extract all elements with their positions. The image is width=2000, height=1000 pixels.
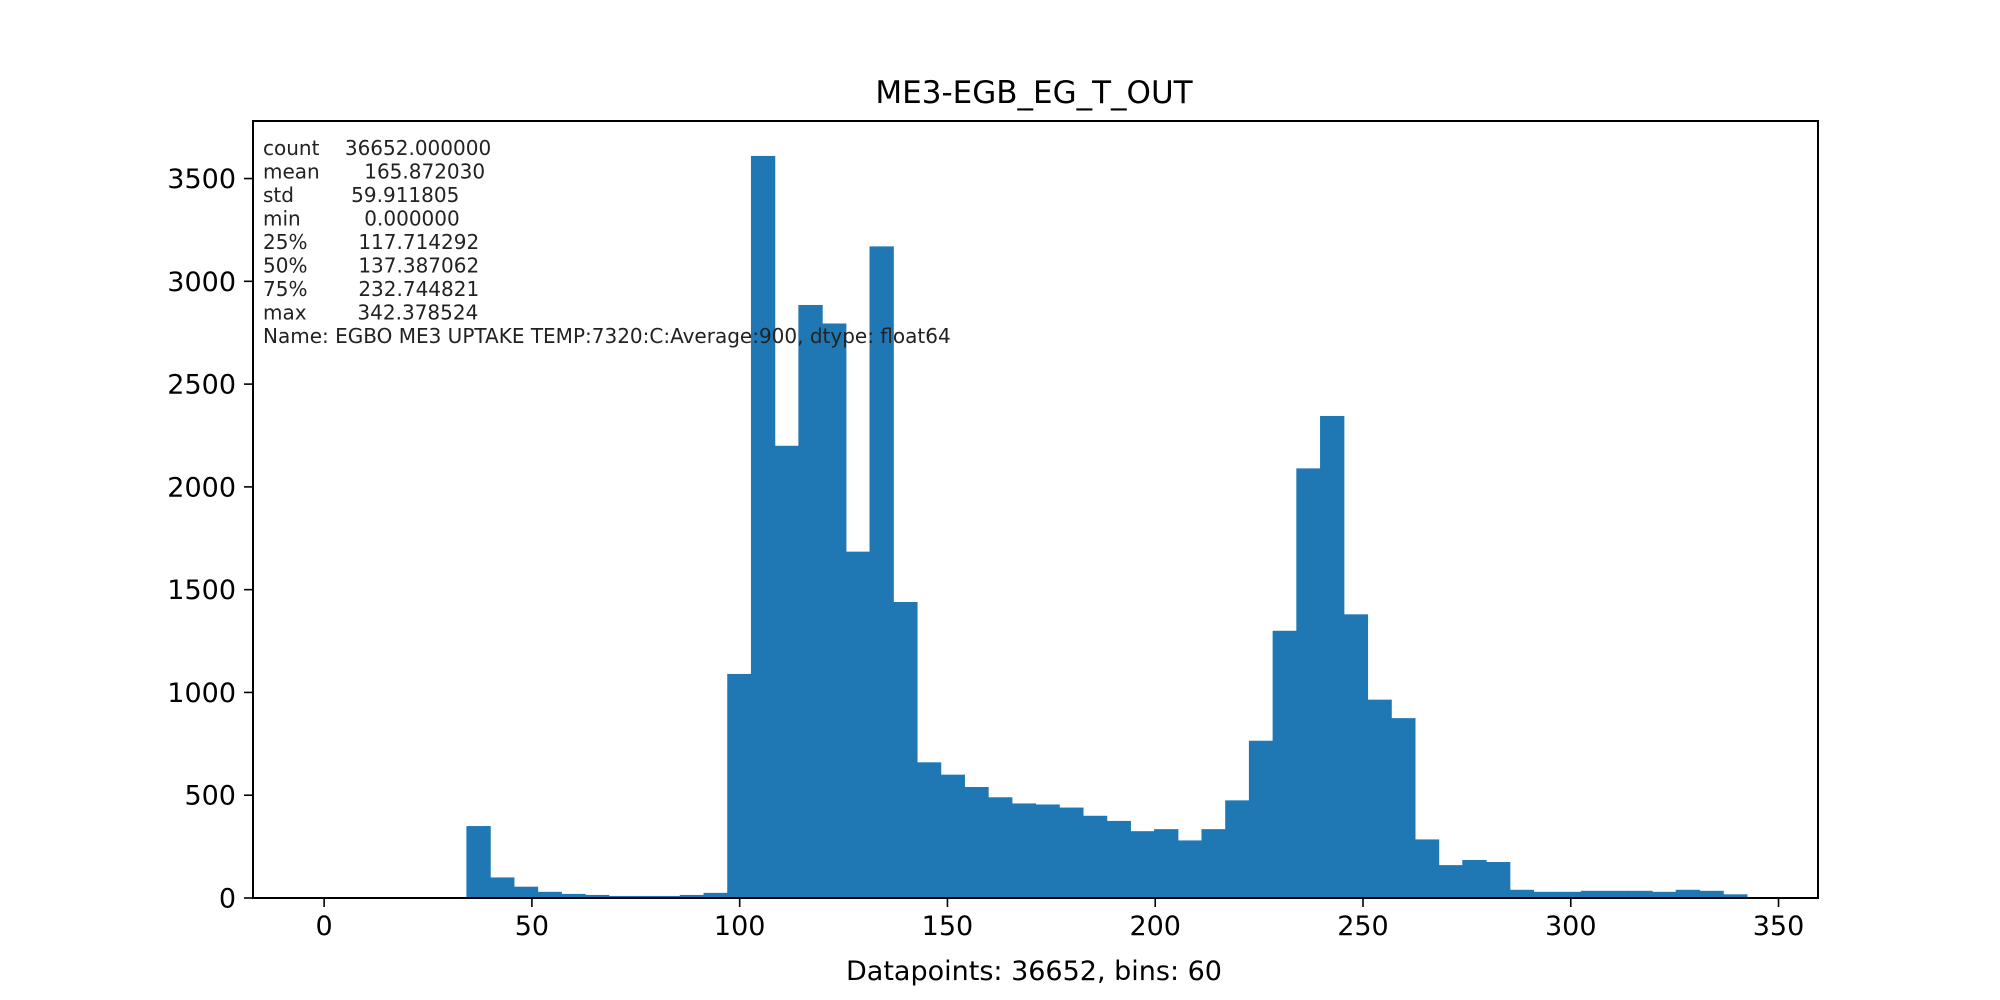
histogram-bar	[1486, 862, 1511, 898]
y-tick-label: 1500	[167, 575, 236, 606]
x-tick-label: 0	[316, 911, 333, 942]
histogram-bar	[845, 551, 871, 898]
histogram-bar	[1699, 890, 1724, 898]
histogram-bar	[916, 762, 942, 898]
histogram-bar	[1675, 889, 1701, 898]
stats-line: 50% 137.387062	[263, 254, 479, 278]
histogram-bar	[1509, 889, 1535, 898]
stats-line: 75% 232.744821	[263, 277, 479, 301]
histogram-bar	[1438, 865, 1463, 898]
histogram-bar	[1011, 803, 1037, 898]
histogram-bar	[490, 877, 515, 898]
stats-line: mean 165.872030	[263, 160, 485, 184]
histogram-bar	[679, 894, 705, 898]
histogram-bar	[1225, 800, 1250, 898]
y-tick-label: 3000	[167, 267, 236, 298]
histogram-bar	[632, 895, 657, 898]
histogram-bar	[1154, 829, 1179, 898]
stats-line: max 342.378524	[263, 301, 478, 325]
histogram-bar	[774, 445, 799, 898]
histogram-bar	[1201, 829, 1226, 898]
histogram-bar	[1533, 891, 1558, 898]
histogram-bar	[1177, 840, 1203, 898]
histogram-bar	[1391, 718, 1416, 898]
chart-title: ME3-EGB_EG_T_OUT	[875, 75, 1193, 111]
x-tick-label: 50	[515, 911, 549, 942]
histogram-bar	[656, 895, 681, 898]
histogram-bar	[988, 797, 1013, 898]
histogram-bar	[537, 891, 562, 898]
y-tick-label: 0	[219, 884, 236, 915]
histogram-bar	[893, 602, 918, 898]
bars-layer	[442, 155, 1748, 899]
y-tick-label: 3500	[167, 164, 236, 195]
stats-line: Name: EGBO ME3 UPTAKE TEMP:7320:C:Averag…	[263, 324, 951, 348]
histogram-bar	[822, 323, 847, 899]
stats-line: count 36652.000000	[263, 136, 491, 160]
histogram-bar	[1106, 820, 1131, 898]
x-tick-label: 100	[714, 911, 766, 942]
x-tick-label: 200	[1129, 911, 1181, 942]
plot-frame	[252, 120, 1819, 899]
histogram-bar	[750, 155, 776, 898]
histogram-bar	[1248, 740, 1274, 898]
histogram-bar	[1462, 859, 1487, 898]
histogram-bar	[1320, 415, 1345, 898]
histogram-bar	[1059, 807, 1084, 898]
x-tick-label: 150	[922, 911, 974, 942]
histogram-bar	[1343, 614, 1369, 898]
histogram-bar	[940, 774, 965, 898]
stats-line: min 0.000000	[263, 207, 460, 231]
y-tick-label: 2000	[167, 472, 236, 503]
histogram-bar	[727, 673, 752, 898]
histogram-bar	[561, 893, 586, 898]
histogram-bar	[869, 246, 894, 898]
histogram-bar	[608, 895, 633, 898]
histogram-bar	[1604, 890, 1629, 898]
histogram-bar	[1035, 804, 1060, 898]
histogram-bar	[1367, 699, 1392, 898]
histogram-bar	[964, 787, 989, 898]
histogram-bar	[1557, 891, 1582, 898]
histogram-bar	[513, 886, 539, 898]
x-axis-label: Datapoints: 36652, bins: 60	[846, 956, 1222, 987]
stats-line: std 59.911805	[263, 183, 459, 207]
histogram-bar	[1272, 630, 1297, 898]
ticks-layer: 0 50 100 150 200 250 300 3500500100015002000250…	[167, 164, 1804, 942]
y-tick-label: 500	[184, 781, 236, 812]
x-tick-label: 350	[1753, 911, 1805, 942]
histogram-bar	[703, 892, 728, 898]
histogram-bar	[1580, 890, 1606, 898]
histogram-bar	[1414, 839, 1440, 898]
x-tick-label: 300	[1545, 911, 1597, 942]
histogram-bar	[1628, 890, 1653, 898]
y-tick-label: 2500	[167, 370, 236, 401]
histogram-bar	[466, 826, 491, 898]
histogram-bar	[1652, 891, 1677, 898]
histogram-bar	[1130, 831, 1155, 898]
y-tick-label: 1000	[167, 678, 236, 709]
stats-line: 25% 117.714292	[263, 230, 479, 254]
histogram-bar	[584, 894, 610, 898]
histogram-bar	[1082, 815, 1108, 898]
histogram-bar	[1723, 894, 1748, 898]
histogram-bar	[798, 304, 823, 899]
histogram-bar	[1296, 468, 1321, 898]
x-tick-label: 250	[1337, 911, 1389, 942]
